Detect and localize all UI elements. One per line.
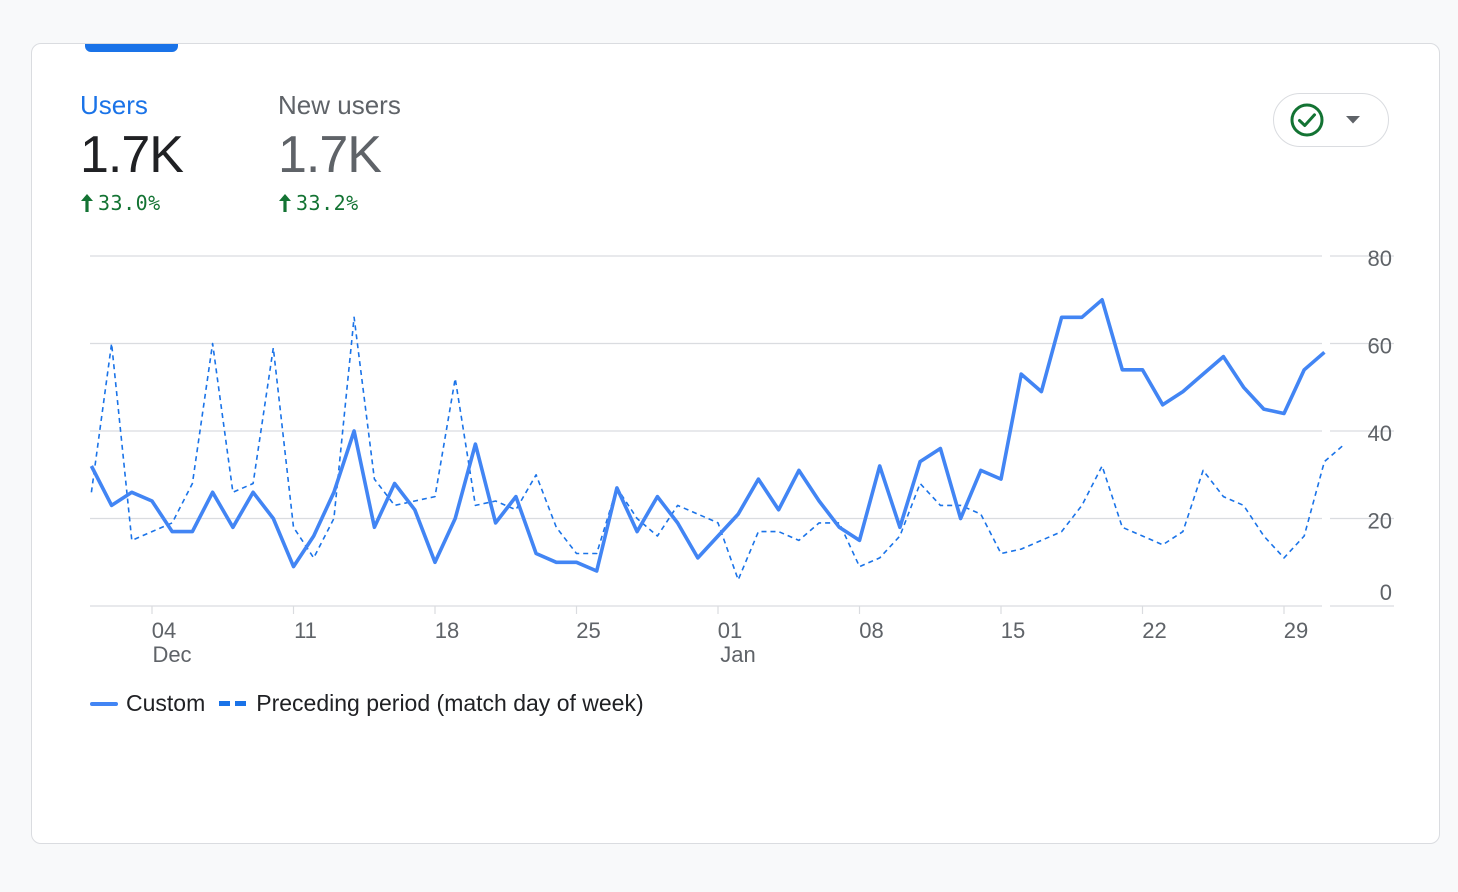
y-tick-label: 0	[1380, 580, 1392, 605]
legend-item-custom[interactable]: Custom	[90, 690, 205, 717]
tab-users-value: 1.7K	[80, 126, 184, 184]
y-tick-label: 60	[1368, 334, 1392, 359]
x-tick-label: 11	[294, 618, 317, 643]
x-tick-label: 08	[859, 618, 883, 643]
users-overview-card: Users 1.7K 33.0% New users 1.7K 33.2% 0 2…	[31, 43, 1440, 844]
tab-new-users[interactable]: New users 1.7K 33.2%	[278, 89, 401, 215]
tab-users[interactable]: Users 1.7K 33.0%	[80, 89, 184, 215]
chart-legend: Custom Preceding period (match day of we…	[90, 690, 658, 717]
legend-item-preceding-period[interactable]: Preceding period (match day of week)	[219, 690, 644, 717]
x-tick-month-label: Dec	[152, 642, 191, 667]
x-tick-month-label: Jan	[720, 642, 755, 667]
x-tick-label: 18	[435, 618, 459, 643]
x-tick-label: 25	[576, 618, 600, 643]
legend-swatch-solid	[90, 701, 118, 706]
x-tick-label: 22	[1142, 618, 1166, 643]
x-tick-label: 15	[1001, 618, 1025, 643]
tab-users-label: Users	[80, 90, 148, 120]
x-tick-label: 01	[718, 618, 742, 643]
comparison-dropdown-button[interactable]	[1273, 93, 1389, 147]
x-tick-label: 29	[1284, 618, 1308, 643]
check-circle-icon	[1290, 103, 1324, 137]
arrow-up-icon	[81, 194, 93, 212]
series-line-custom[interactable]	[89, 298, 1326, 573]
tab-new-users-change: 33.2%	[278, 191, 401, 215]
active-tab-indicator	[85, 44, 178, 52]
y-tick-label: 80	[1368, 246, 1392, 271]
y-tick-label: 20	[1368, 509, 1392, 534]
legend-label-preceding-period: Preceding period (match day of week)	[256, 690, 644, 716]
tab-users-change-text: 33.0%	[98, 191, 161, 215]
tab-new-users-change-text: 33.2%	[296, 191, 359, 215]
legend-label-custom: Custom	[126, 690, 206, 716]
caret-down-icon	[1346, 116, 1360, 124]
x-tick-label: 04	[152, 618, 176, 643]
series-line-preceding-period[interactable]	[90, 316, 1346, 581]
legend-swatch-dashed	[219, 701, 247, 706]
tab-new-users-label: New users	[278, 90, 401, 120]
tab-users-change: 33.0%	[80, 191, 183, 215]
tab-new-users-value: 1.7K	[278, 126, 382, 184]
y-tick-label: 40	[1368, 421, 1392, 446]
arrow-up-icon	[279, 194, 291, 212]
